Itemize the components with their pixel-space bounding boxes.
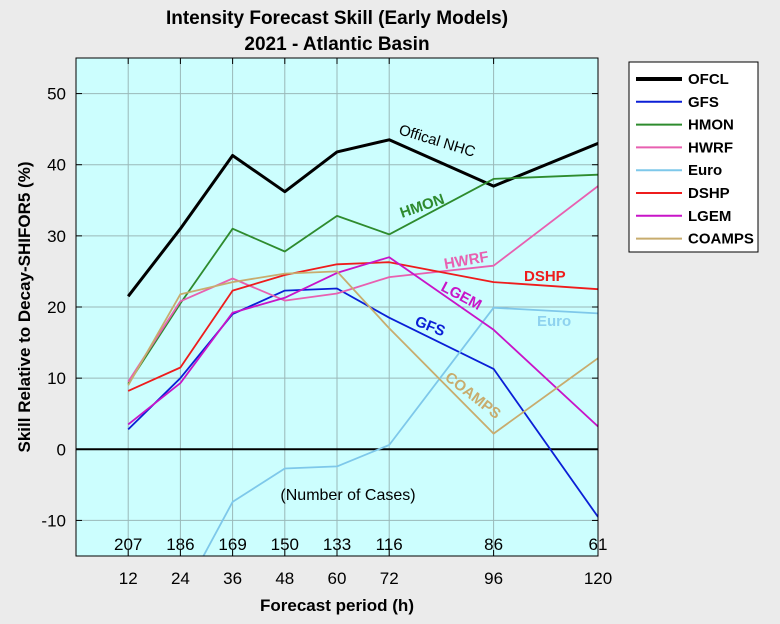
- x-tick-label: 72: [380, 569, 399, 588]
- chart-subtitle: 2021 - Atlantic Basin: [244, 34, 429, 55]
- x-tick-label: 96: [484, 569, 503, 588]
- annotation-euro: Euro: [537, 313, 571, 330]
- series-group: [127, 138, 598, 556]
- legend-label-euro: Euro: [688, 162, 722, 179]
- y-axis-label: Skill Relative to Decay-SHIFOR5 (%): [15, 162, 34, 453]
- x-axis-label: Forecast period (h): [260, 596, 414, 615]
- series-line-ofcl: [127, 138, 598, 298]
- x-tick-label: 12: [119, 569, 138, 588]
- legend-label-coamps: COAMPS: [688, 231, 754, 248]
- series-line-gfs: [127, 287, 598, 518]
- case-count: 150: [271, 535, 299, 554]
- legend-label-hmon: HMON: [688, 117, 734, 134]
- case-count: 86: [484, 535, 503, 554]
- legend-label-ofcl: OFCL: [688, 71, 729, 88]
- series-line-euro: [202, 306, 598, 556]
- case-count: 169: [218, 535, 246, 554]
- x-tick-label: 24: [171, 569, 190, 588]
- plot-frame: [75, 57, 599, 557]
- x-tick-label: 48: [275, 569, 294, 588]
- series-line-hwrf: [127, 185, 598, 383]
- y-tick-label: 20: [47, 298, 66, 317]
- legend: OFCL GFS HMON HWRF Euro DSHP LGEM COAMPS: [628, 61, 759, 253]
- y-tick-label: 10: [47, 369, 66, 388]
- legend-label-dshp: DSHP: [688, 185, 730, 202]
- number-of-cases: 207 186 169 150 133 116 86 61: [114, 535, 607, 554]
- annotation-dshp: DSHP: [524, 268, 566, 285]
- series-line-dshp: [127, 261, 598, 392]
- legend-label-gfs: GFS: [688, 94, 719, 111]
- case-count: 207: [114, 535, 142, 554]
- y-tick-label: 40: [47, 156, 66, 175]
- legend-label-lgem: LGEM: [688, 208, 731, 225]
- x-tick-label: 120: [584, 569, 612, 588]
- legend-box: [628, 61, 759, 253]
- y-tick-label: 0: [57, 440, 66, 459]
- y-tick-label: -10: [41, 511, 66, 530]
- x-tick-label: 36: [223, 569, 242, 588]
- y-tick-label: 50: [47, 85, 66, 104]
- chart-title: Intensity Forecast Skill (Early Models): [166, 8, 508, 29]
- x-axis-ticks: 12 24 36 48 60 72 96 120: [119, 58, 612, 588]
- series-line-lgem: [127, 256, 598, 428]
- cases-label: (Number of Cases): [280, 487, 415, 504]
- series-line-hmon: [127, 173, 598, 385]
- case-count: 133: [323, 535, 351, 554]
- case-count: 116: [376, 535, 403, 554]
- case-count: 186: [166, 535, 194, 554]
- x-tick-label: 60: [328, 569, 347, 588]
- series-line-coamps: [127, 270, 598, 435]
- legend-label-hwrf: HWRF: [688, 139, 733, 156]
- y-tick-label: 30: [47, 227, 66, 246]
